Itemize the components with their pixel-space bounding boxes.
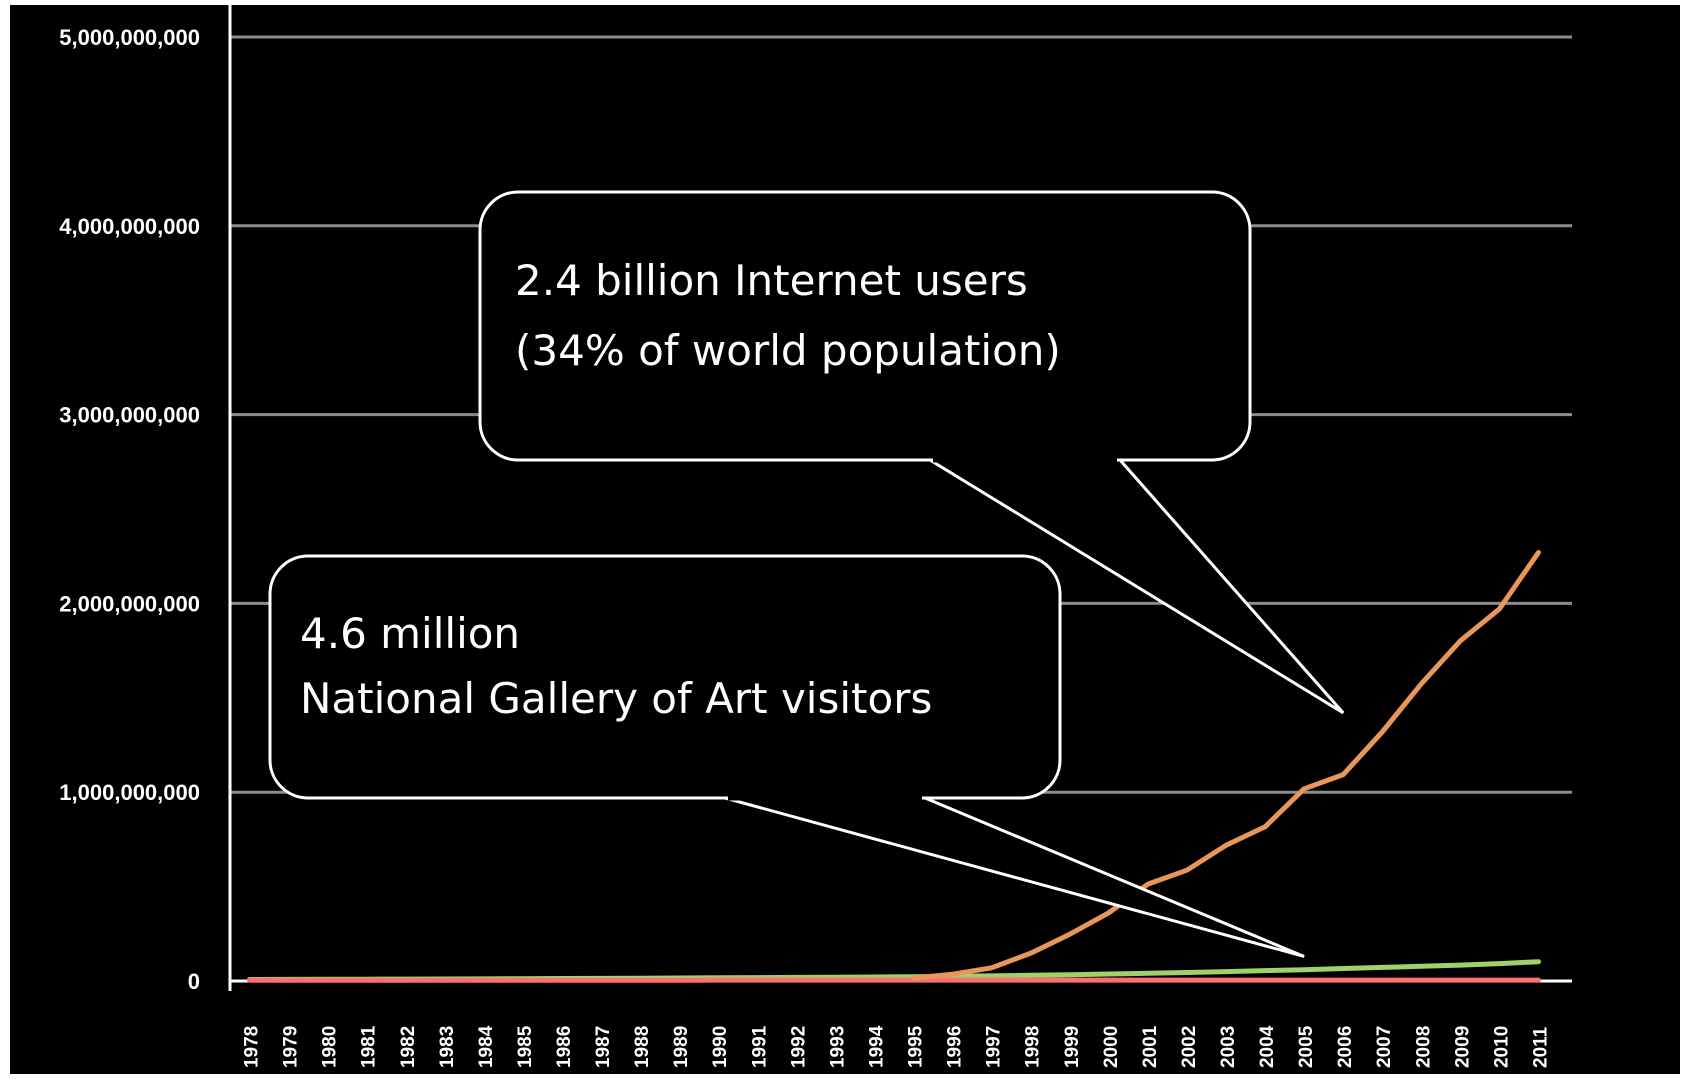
x-tick-label: 1988 xyxy=(632,1026,653,1068)
x-tick-label: 2008 xyxy=(1413,1026,1434,1068)
y-tick-label: 2,000,000,000 xyxy=(59,591,200,616)
x-tick-label: 1995 xyxy=(906,1025,927,1068)
x-tick-label: 2011 xyxy=(1530,1026,1551,1068)
x-tick-label: 2000 xyxy=(1101,1026,1122,1068)
x-tick-label: 1983 xyxy=(437,1026,458,1068)
x-tick-label: 2004 xyxy=(1257,1025,1278,1068)
x-tick-label: 1978 xyxy=(242,1026,263,1068)
x-tick-label: 1986 xyxy=(554,1026,575,1068)
y-tick-label: 4,000,000,000 xyxy=(59,214,200,239)
x-tick-label: 2003 xyxy=(1218,1026,1239,1068)
y-tick-label: 5,000,000,000 xyxy=(59,25,200,50)
x-tick-label: 2006 xyxy=(1335,1026,1356,1068)
x-tick-label: 2010 xyxy=(1491,1026,1512,1068)
x-tick-label: 1998 xyxy=(1023,1026,1044,1068)
callout-line-1: 2.4 billion Internet users xyxy=(515,256,1028,305)
callout-line-2: National Gallery of Art visitors xyxy=(300,674,932,723)
y-tick-label: 3,000,000,000 xyxy=(59,403,200,428)
x-tick-label: 2009 xyxy=(1452,1026,1473,1068)
x-tick-label: 1990 xyxy=(710,1026,731,1068)
x-tick-label: 2001 xyxy=(1140,1025,1161,1068)
x-tick-label: 1997 xyxy=(984,1026,1005,1068)
plot-background xyxy=(10,5,1680,1074)
x-tick-label: 1982 xyxy=(398,1026,419,1068)
x-tick-label: 1985 xyxy=(515,1025,536,1068)
x-tick-label: 2007 xyxy=(1374,1026,1395,1068)
x-tick-label: 1996 xyxy=(945,1026,966,1068)
x-tick-label: 1991 xyxy=(749,1025,770,1068)
x-tick-label: 1987 xyxy=(593,1026,614,1068)
x-tick-label: 1989 xyxy=(671,1026,692,1068)
callout-line-1: 4.6 million xyxy=(300,609,520,658)
x-tick-label: 1984 xyxy=(476,1025,497,1068)
x-tick-label: 1994 xyxy=(866,1025,887,1068)
x-tick-label: 1993 xyxy=(827,1026,848,1068)
x-tick-label: 1992 xyxy=(788,1026,809,1068)
x-tick-label: 1980 xyxy=(320,1026,341,1068)
x-tick-label: 1979 xyxy=(281,1026,302,1068)
callout-line-2: (34% of world population) xyxy=(515,326,1061,375)
x-tick-label: 2002 xyxy=(1179,1026,1200,1068)
x-tick-label: 2005 xyxy=(1296,1025,1317,1068)
y-tick-label: 0 xyxy=(188,969,200,994)
x-tick-label: 1981 xyxy=(359,1025,380,1068)
x-tick-label: 1999 xyxy=(1062,1026,1083,1068)
y-tick-label: 1,000,000,000 xyxy=(59,780,200,805)
